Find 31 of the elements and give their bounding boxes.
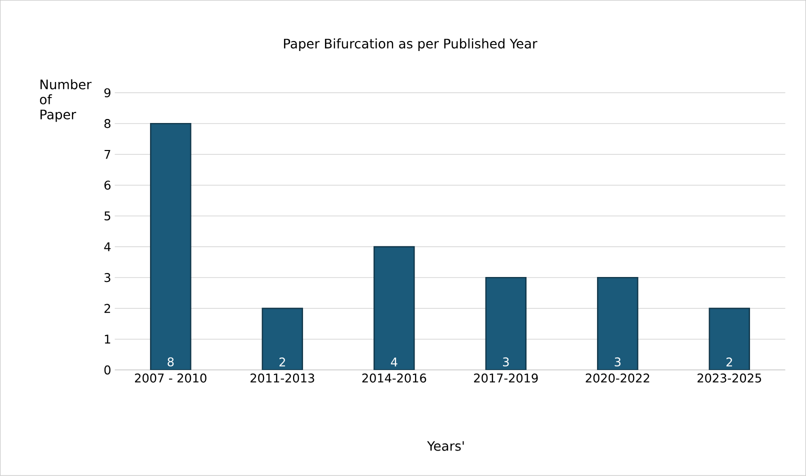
y-tick-label: 1: [104, 334, 110, 344]
x-tick-label: 2011-2013: [250, 374, 314, 383]
bar: [374, 246, 415, 370]
y-tick-label: 6: [104, 180, 110, 190]
y-tick-label: 9: [104, 88, 110, 98]
y-tick-label: 0: [104, 366, 110, 375]
x-tick-label: 2020-2022: [586, 374, 650, 383]
bar: [708, 308, 750, 370]
x-tick-label: 2023-2025: [698, 374, 762, 383]
y-tick-label: 7: [104, 150, 110, 159]
x-axis-title: Years': [427, 441, 464, 451]
y-tick-label: 5: [104, 212, 110, 221]
bar: [150, 123, 192, 370]
data-label: 8: [168, 357, 174, 367]
bar: [485, 277, 527, 370]
y-tick-label: 3: [104, 273, 110, 282]
x-tick-label: 2017-2019: [474, 374, 538, 383]
x-tick-label: 2007 - 2010: [134, 374, 206, 383]
bar: [262, 308, 304, 370]
data-label: 2: [726, 358, 732, 367]
data-label: 3: [614, 357, 621, 367]
y-tick-label: 8: [104, 119, 110, 128]
data-label: 3: [503, 357, 509, 367]
data-label: 4: [390, 358, 398, 367]
data-label: 2: [279, 358, 286, 367]
y-tick-label: 4: [104, 242, 111, 252]
bar: [597, 277, 638, 370]
y-axis-title: Number of Paper: [40, 79, 92, 122]
y-tick-label: 2: [104, 304, 110, 313]
chart-title: Paper Bifurcation as per Published Year: [284, 38, 538, 52]
x-tick-label: 2014-2016: [362, 374, 426, 383]
